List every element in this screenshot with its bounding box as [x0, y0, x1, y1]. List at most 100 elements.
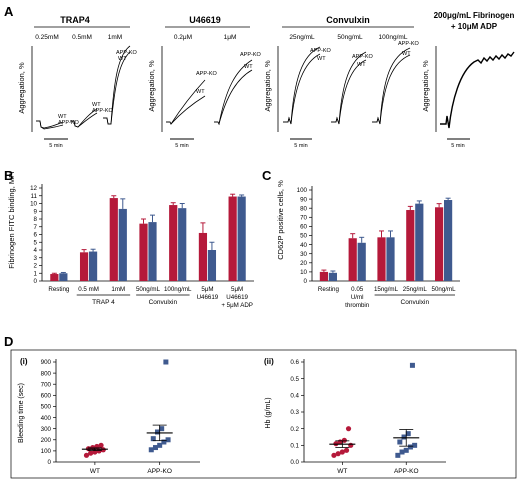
y-axis-label: Hb (g/mL) — [265, 397, 272, 428]
x-tick-label: 50ng/mL — [432, 286, 457, 293]
y-axis-label: Aggregation, % — [421, 60, 430, 112]
bar — [79, 252, 89, 281]
panel-a-group-trap4: TRAP4 0.25mM 0.5mM 1mM Aggregation, % WT… — [17, 15, 138, 149]
group-title-u46619: U46619 — [189, 15, 221, 25]
y-tick-label: 700 — [41, 381, 52, 388]
data-point — [412, 442, 418, 448]
group-title-convulxin: Convulxin — [326, 15, 370, 25]
panel-a-group-u46619: U46619 0.2μM 1μM Aggregation, % APP-KO W… — [147, 15, 262, 149]
data-point — [345, 426, 352, 432]
bar — [328, 272, 337, 281]
trace-wt — [214, 69, 253, 126]
bar — [357, 242, 366, 281]
condition-label: 0.5mM — [72, 34, 92, 41]
bar — [88, 251, 98, 281]
data-point — [403, 447, 409, 453]
y-tick-label: 30 — [300, 251, 307, 258]
trace-label: WT — [244, 64, 253, 70]
y-tick-label: 40 — [300, 242, 307, 249]
trace-label: APP-KO — [240, 52, 262, 58]
x-tick-label: 15ng/mL — [374, 286, 399, 293]
y-axis-label: Aggregation, % — [147, 60, 156, 112]
category-group-label: TRAP 4 — [92, 299, 115, 306]
x-tick-label: U/ml — [351, 294, 364, 301]
y-tick-label: 100 — [297, 187, 308, 194]
bar — [207, 250, 217, 281]
trace-label: APP-KO — [58, 120, 80, 126]
y-tick-label: 0.0 — [290, 459, 299, 466]
y-tick-label: 0.3 — [290, 409, 299, 416]
panel-a-group-convulxin: Convulxin 25ng/mL 50ng/mL 100ng/mL Aggre… — [263, 15, 420, 149]
subpanel-label-ii: (ii) — [264, 357, 274, 366]
bar — [118, 208, 127, 281]
x-tick-label: 5μM — [231, 286, 243, 293]
data-point — [148, 447, 154, 453]
y-tick-label: 0.5 — [290, 376, 299, 383]
bar — [319, 271, 328, 281]
bar — [169, 205, 178, 281]
trace-app-ko — [166, 79, 206, 125]
y-tick-label: 0.4 — [290, 393, 299, 400]
trace-fibrinogen-adp — [440, 51, 515, 129]
bar — [348, 238, 357, 281]
data-point — [335, 451, 341, 457]
data-point — [154, 429, 160, 435]
data-point — [88, 450, 94, 456]
subpanel-label-i: (i) — [20, 357, 28, 366]
data-point — [165, 437, 171, 443]
bar — [386, 237, 395, 281]
data-point — [343, 447, 350, 453]
bar — [406, 210, 415, 281]
data-point — [339, 449, 345, 455]
panel-b: B Fibrinogen FITC binding, MFI 012345678… — [4, 168, 254, 309]
scale-bar-label: 5 min — [451, 143, 464, 149]
x-tick-label: 25ng/mL — [403, 286, 428, 293]
scale-bar-label: 5 min — [175, 143, 188, 149]
y-tick-label: 200 — [41, 437, 52, 444]
panel-letter-c: C — [262, 168, 272, 183]
bar — [178, 208, 187, 281]
trace-label: WT — [196, 89, 205, 95]
trace-app-ko — [283, 46, 321, 125]
panel-letter-b: B — [4, 168, 13, 183]
x-tick-label: U46619 — [226, 294, 248, 301]
panel-d-frame — [10, 349, 517, 479]
y-tick-label: 20 — [300, 260, 307, 267]
trace-label: APP-KO — [196, 71, 218, 77]
y-tick-label: 7 — [34, 224, 38, 231]
trace-wt — [283, 53, 321, 125]
chart-d-ii-plot: 0.0 0.1 0.2 0.3 0.4 0.5 0.6 WT APP-KO — [290, 359, 446, 475]
data-point — [159, 426, 165, 432]
group-title-fibrinogen-line1: 200μg/mL Fibrinogen — [434, 11, 515, 20]
y-tick-label: 2 — [34, 263, 38, 270]
y-tick-label: 10 — [300, 269, 307, 276]
condition-label: 50ng/mL — [337, 34, 363, 41]
group-title-fibrinogen-line2: + 10μM ADP — [451, 22, 498, 31]
y-tick-label: 50 — [300, 233, 307, 240]
panel-letter-a: A — [4, 4, 14, 19]
y-tick-label: 800 — [41, 370, 52, 377]
x-tick-label: Resting — [318, 286, 340, 293]
bar — [148, 222, 157, 281]
trace-wt — [166, 95, 206, 125]
y-axis-label: Fibrinogen FITC binding, MFI — [7, 171, 16, 269]
y-tick-label: 10 — [30, 201, 37, 208]
x-tick-label: 0.05 — [351, 286, 364, 293]
x-tick-label: APP-KO — [147, 468, 172, 475]
data-point — [405, 431, 411, 437]
x-tick-label: WT — [90, 468, 100, 475]
y-tick-label: 0 — [304, 278, 308, 285]
data-point — [83, 452, 90, 458]
y-tick-label: 5 — [34, 239, 38, 246]
trace-label: WT — [118, 56, 127, 62]
y-tick-label: 80 — [300, 205, 307, 212]
y-tick-label: 0.1 — [290, 443, 299, 450]
y-tick-label: 500 — [41, 404, 52, 411]
data-point — [85, 446, 92, 452]
bar — [435, 207, 444, 281]
trace-label: WT — [402, 51, 411, 57]
group-title-trap4: TRAP4 — [60, 15, 90, 25]
bar — [109, 198, 118, 281]
y-tick-label: 11 — [31, 193, 38, 200]
